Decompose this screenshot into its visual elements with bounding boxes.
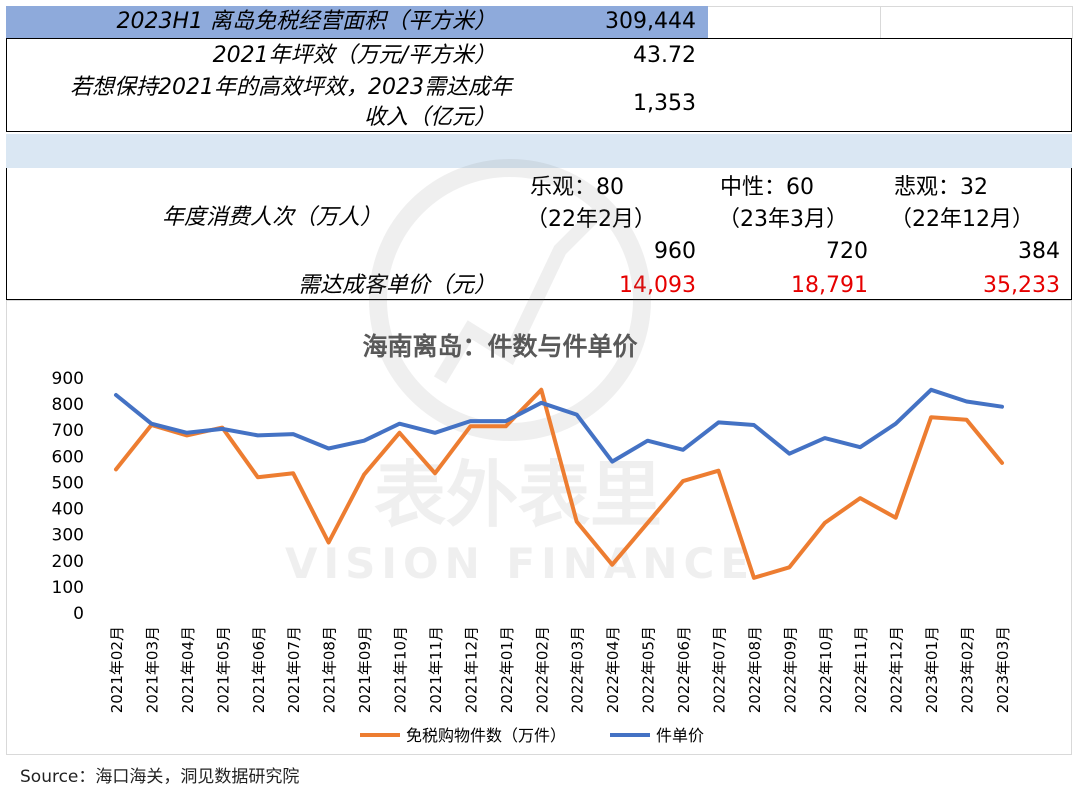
y-tick-label: 0 xyxy=(73,604,84,624)
x-tick-label: 2023年01月 xyxy=(923,626,941,713)
scenario-neutral-period: （23年3月） xyxy=(718,207,848,232)
y-tick-label: 400 xyxy=(52,500,84,520)
x-tick-label: 2023年02月 xyxy=(959,626,977,713)
y-tick-label: 700 xyxy=(52,421,84,441)
revenue-label-line2: 收入（亿元） xyxy=(363,105,496,130)
x-axis: 2021年02月 2021年03月 2021年04月 2021年05月 2021年06月… xyxy=(108,626,1012,713)
series-line-0 xyxy=(114,387,1004,580)
efficiency-value: 43.72 xyxy=(633,43,696,68)
x-tick-label: 2021年09月 xyxy=(356,626,374,713)
chart-frame xyxy=(6,300,1072,755)
price-optimistic: 14,093 xyxy=(619,273,696,298)
legend-label: 免税购物件数（万件） xyxy=(406,726,566,745)
legend-label: 件单价 xyxy=(656,726,704,745)
separator-band xyxy=(6,134,1072,168)
x-tick-label: 2022年11月 xyxy=(852,626,870,713)
x-tick-label: 2022年07月 xyxy=(710,626,728,713)
x-tick-label: 2022年02月 xyxy=(533,626,551,713)
scenario-pessimistic-title: 悲观：32 xyxy=(894,175,988,200)
series-line-1 xyxy=(114,387,1004,464)
visits-label: 年度消费人次（万人） xyxy=(161,205,382,230)
x-tick-label: 2021年03月 xyxy=(143,626,161,713)
scenario-optimistic-title: 乐观：80 xyxy=(530,175,624,200)
visits-optimistic: 960 xyxy=(654,239,696,264)
header-row-highlight xyxy=(6,6,510,38)
area-value: 309,444 xyxy=(605,9,696,34)
x-tick-label: 2021年06月 xyxy=(250,626,268,713)
series-layer xyxy=(114,387,1004,580)
scenario-section xyxy=(6,168,1072,300)
x-tick-label: 2022年04月 xyxy=(604,626,622,713)
price-label: 需达成客单价（元） xyxy=(297,273,496,298)
legend: 免税购物件数（万件） 件单价 xyxy=(360,726,704,745)
price-neutral: 18,791 xyxy=(791,273,868,298)
x-tick-label: 2022年01月 xyxy=(498,626,516,713)
x-tick-label: 2021年02月 xyxy=(108,626,126,713)
scenario-neutral-title: 中性：60 xyxy=(720,175,814,200)
y-tick-label: 800 xyxy=(52,395,84,415)
scenario-optimistic-period: （22年2月） xyxy=(526,207,656,232)
y-tick-label: 300 xyxy=(52,526,84,546)
y-axis: 0 100 200 300 400 500 600 700 800 900 xyxy=(52,369,84,624)
header-value-highlight xyxy=(510,6,708,38)
y-tick-label: 600 xyxy=(52,447,84,467)
revenue-value: 1,353 xyxy=(633,91,696,116)
x-tick-label: 2022年12月 xyxy=(888,626,906,713)
visits-pessimistic: 384 xyxy=(1018,239,1060,264)
x-tick-label: 2022年06月 xyxy=(675,626,693,713)
x-tick-label: 2021年10月 xyxy=(392,626,410,713)
y-tick-label: 200 xyxy=(52,552,84,572)
scenario-pessimistic-period: （22年12月） xyxy=(890,207,1034,232)
revenue-label-line1: 若想保持2021年的高效坪效，2023需达成年 xyxy=(70,75,512,100)
y-tick-label: 900 xyxy=(52,369,84,389)
x-tick-label: 2022年08月 xyxy=(746,626,764,713)
efficiency-section xyxy=(6,38,1072,132)
watermark-ring xyxy=(369,159,651,441)
visits-neutral: 720 xyxy=(826,239,868,264)
x-tick-label: 2021年05月 xyxy=(214,626,232,713)
empty-cell xyxy=(708,6,881,39)
x-tick-label: 2022年03月 xyxy=(569,626,587,713)
y-tick-label: 500 xyxy=(52,473,84,493)
y-tick-label: 100 xyxy=(52,578,84,598)
watermark: 表外表里 VISION FINANCE xyxy=(285,159,755,588)
chart-title: 海南离岛：件数与件单价 xyxy=(362,332,638,361)
x-tick-label: 2021年07月 xyxy=(285,626,303,713)
source-note: Source：海口海关，洞见数据研究院 xyxy=(20,767,300,787)
empty-cell xyxy=(880,6,1073,39)
x-tick-label: 2021年04月 xyxy=(179,626,197,713)
x-tick-label: 2021年12月 xyxy=(462,626,480,713)
x-tick-label: 2021年08月 xyxy=(321,626,339,713)
x-tick-label: 2023年03月 xyxy=(994,626,1012,713)
area-label: 2023H1 离岛免税经营面积（平方米） xyxy=(116,9,496,34)
x-tick-label: 2022年10月 xyxy=(817,626,835,713)
x-tick-label: 2022年05月 xyxy=(640,626,658,713)
watermark-text-en: VISION FINANCE xyxy=(285,539,755,588)
watermark-text-cn: 表外表里 xyxy=(374,453,662,537)
price-pessimistic: 35,233 xyxy=(983,273,1060,298)
efficiency-label: 2021年坪效（万元/平方米） xyxy=(212,43,496,68)
watermark-arrow-icon xyxy=(433,205,605,384)
x-tick-label: 2021年11月 xyxy=(427,626,445,713)
x-tick-label: 2022年09月 xyxy=(781,626,799,713)
